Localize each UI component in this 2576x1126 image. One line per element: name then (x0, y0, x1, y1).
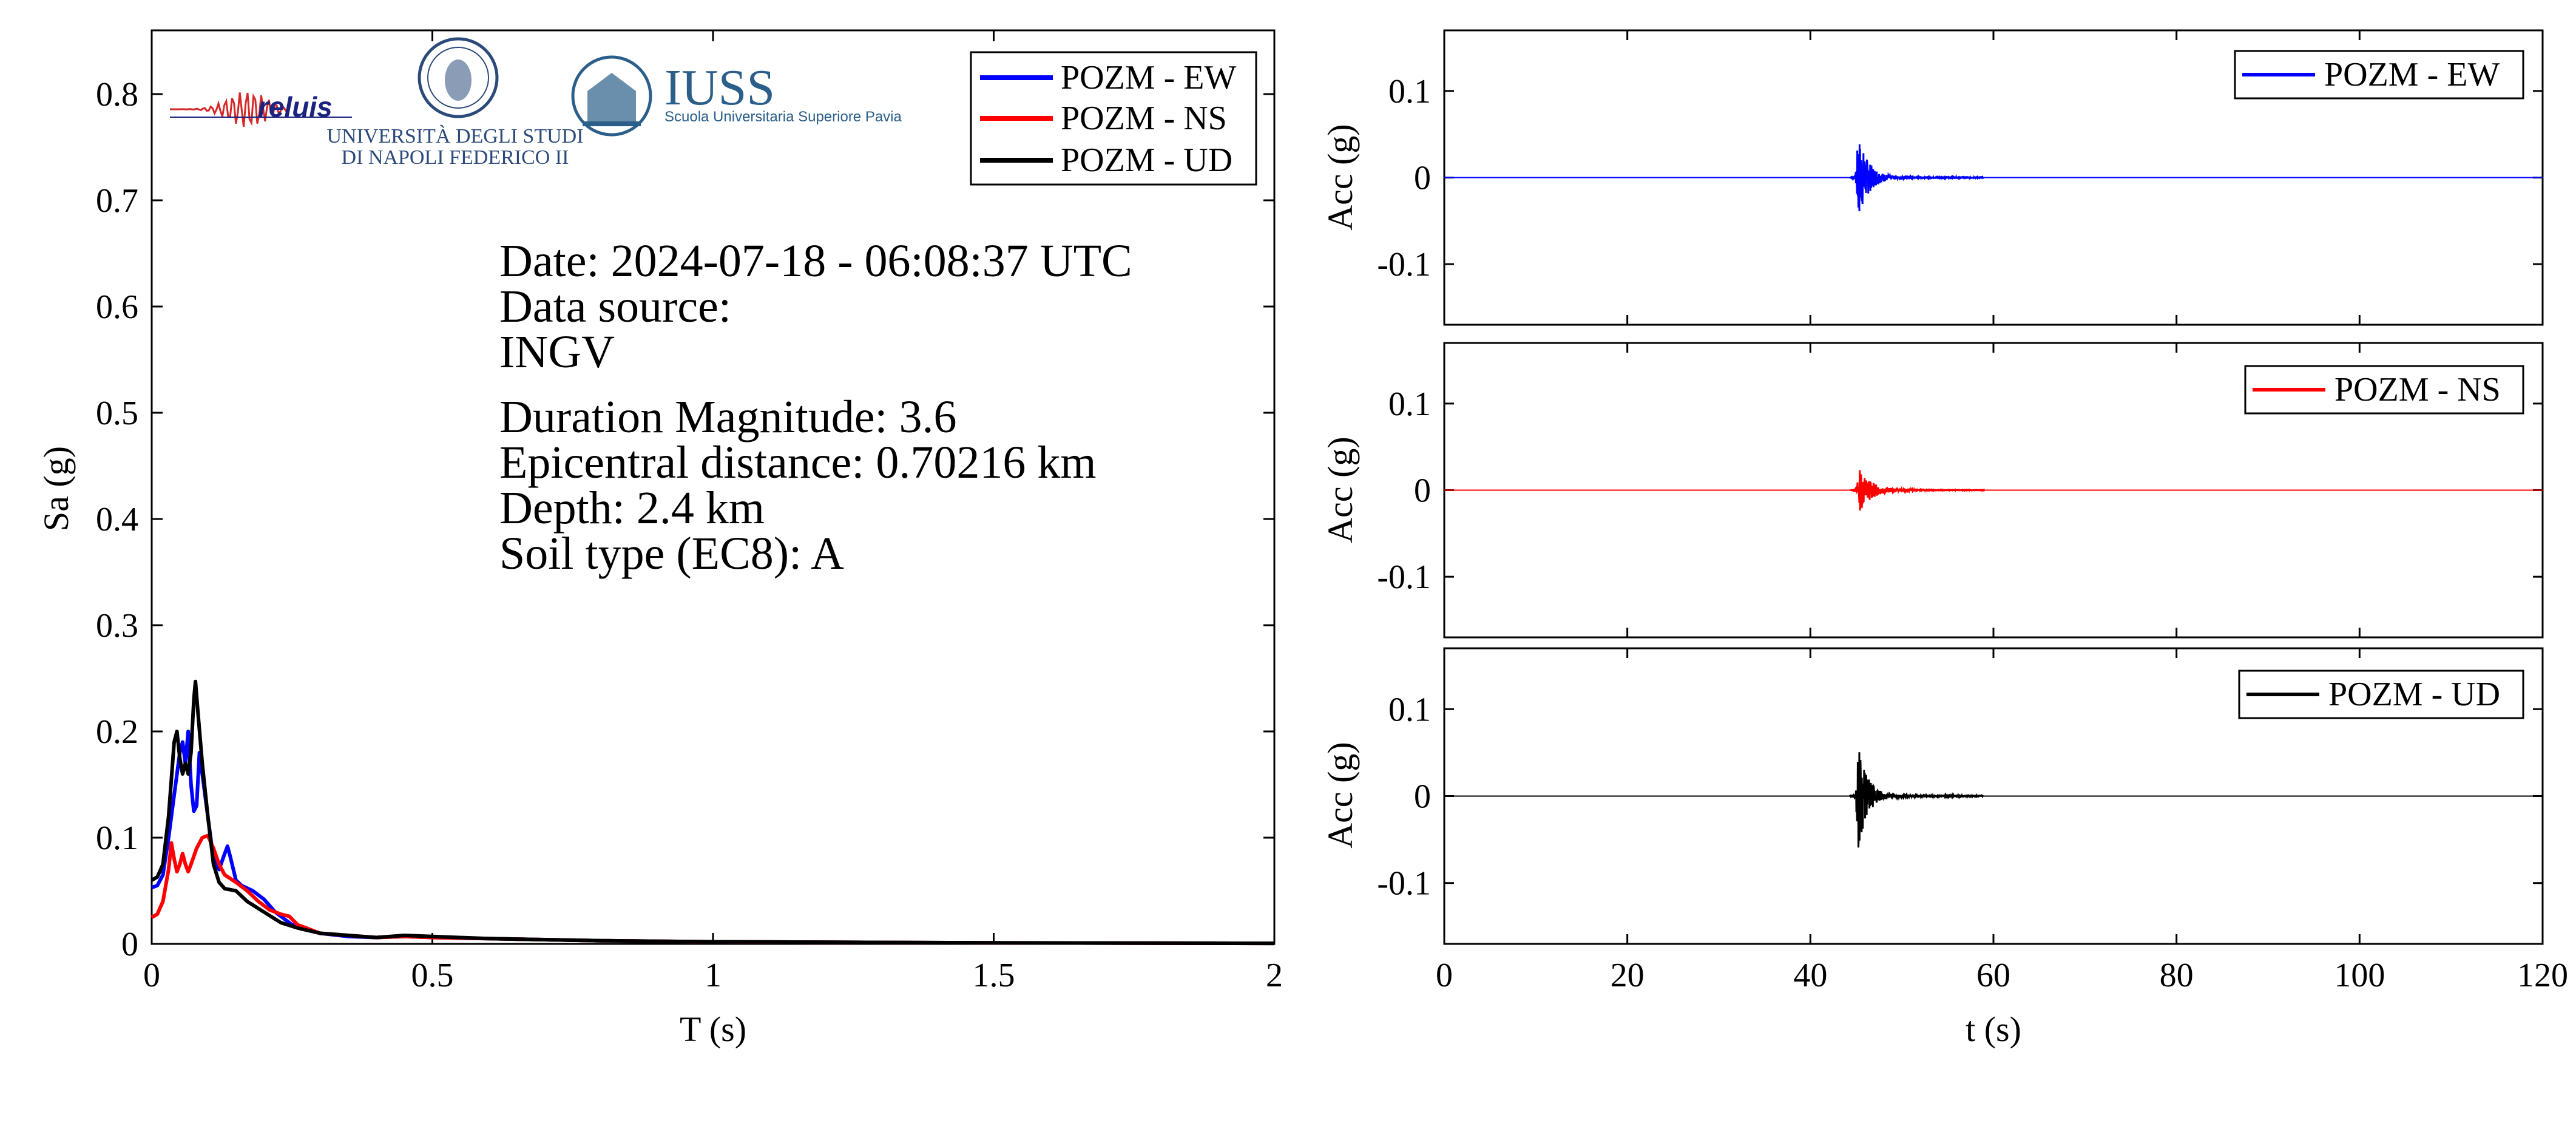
acc-ud-xtick-label: 0 (1436, 957, 1453, 994)
spectrum-y-label: Sa (g) (36, 446, 76, 531)
acc-ew-legend: POZM - EW (2234, 50, 2524, 100)
acc-ew-ytick-label: 0 (1414, 160, 1431, 197)
acc-ns-ytick-label: -0.1 (1377, 558, 1431, 596)
acc-ns-ytick-label: 0 (1414, 472, 1431, 510)
acc-ew-legend-label: POZM - EW (2324, 56, 2500, 93)
acc-ns-ytick-label: 0.1 (1388, 385, 1431, 423)
spectrum-xtick-label: 1 (705, 957, 722, 994)
acc-ud-y-label: Acc (g) (1320, 742, 1360, 849)
event-date: Date: 2024-07-18 - 06:08:37 UTC (499, 236, 1132, 287)
acc-panel-ns: -0.1 0 0.1 Acc (g) POZM - NS (1320, 342, 2544, 639)
iuss-logo: IUSS Scuola Universitaria Superiore Pavi… (571, 55, 902, 137)
unina-seal-inner (427, 47, 489, 109)
acc-ud-xtick-label: 60 (1976, 957, 2010, 994)
spectrum-line-ns (150, 833, 1275, 946)
spectrum-ytick-label: 0.7 (96, 182, 138, 220)
acc-ns-trace (1850, 470, 1986, 511)
event-source: INGV (499, 327, 615, 378)
acc-ud-xtick-label: 40 (1793, 957, 1827, 994)
reluis-logo-text: reluis (258, 91, 333, 123)
event-soil: Soil type (EC8): A (499, 528, 844, 579)
legend-label-ew: POZM - EW (1061, 59, 1236, 97)
spectrum-xtick-label: 0.5 (411, 957, 454, 994)
acc-ew-ytick-label: -0.1 (1377, 246, 1431, 283)
acc-ud-ytick-label: -0.1 (1377, 865, 1431, 903)
acc-ew-y-label: Acc (g) (1320, 124, 1360, 231)
spectrum-legend: POZM - EW POZM - NS POZM - UD (970, 51, 1257, 186)
legend-label-ud: POZM - UD (1061, 141, 1232, 179)
spectrum-lines (150, 679, 1275, 946)
acc-ud-ytick-label: 0.1 (1388, 691, 1431, 728)
acc-panel-ud: -0.1 0 0.1 0 20 40 60 80 100 120 Acc (g) t (s) PO… (1320, 647, 2568, 1049)
iuss-emblem-building (587, 73, 636, 121)
acc-ud-trace (1849, 752, 1984, 848)
spectrum-ytick-label: 0.3 (96, 607, 138, 645)
unina-seal-icon (418, 37, 499, 118)
spectrum-xtick-label: 2 (1266, 957, 1283, 994)
acc-ud-xtick-label: 100 (2334, 957, 2385, 994)
spectrum-panel: 0 0.5 1 1.5 2 0 0.1 0.2 0.3 0.4 0.5 0.6 0.7 0.8 T (s)… (36, 29, 1283, 1049)
acc-ew-ytick-label: 0.1 (1388, 73, 1431, 110)
acc-ud-xtick-label: 80 (2160, 957, 2194, 994)
event-distance: Epicentral distance: 0.70216 km (499, 437, 1097, 488)
iuss-emblem-base (583, 121, 641, 126)
spectrum-ytick-label: 0.8 (96, 76, 138, 114)
acc-ns-ticks: -0.1 0 0.1 (1377, 343, 2544, 637)
acc-ud-xtick-label: 120 (2517, 957, 2568, 994)
unina-seal-figure (445, 59, 472, 101)
unina-logo: UNIVERSITÀ DEGLI STUDI DI NAPOLI FEDERIC… (326, 37, 584, 169)
acc-ud-ytick-label: 0 (1414, 778, 1431, 816)
acc-ew-trace (1849, 144, 1984, 211)
acc-ud-xtick-label: 20 (1611, 957, 1645, 994)
spectrum-line-ud (150, 679, 1275, 946)
legend-label-ns: POZM - NS (1061, 100, 1227, 137)
acc-panel-ew: -0.1 0 0.1 Acc (g) POZM - EW (1320, 29, 2544, 326)
acc-ns-legend: POZM - NS (2244, 365, 2524, 415)
spectrum-ticks: 0 0.5 1 1.5 2 0 0.1 0.2 0.3 0.4 0.5 0.6 0.7 0.8 (96, 30, 1283, 994)
spectrum-ytick-label: 0.5 (96, 395, 138, 432)
acc-ns-legend-label: POZM - NS (2334, 371, 2501, 409)
spectrum-ytick-label: 0.2 (96, 713, 138, 751)
event-source-label: Data source: (499, 281, 731, 332)
unina-name-line2: DI NAPOLI FEDERICO II (342, 146, 569, 169)
spectrum-xtick-label: 0 (143, 957, 160, 994)
iuss-subtitle: Scuola Universitaria Superiore Pavia (664, 109, 902, 125)
spectrum-ytick-label: 0.4 (96, 501, 138, 538)
acc-ud-x-label: t (s) (1966, 1009, 2021, 1049)
acc-ud-legend-label: POZM - UD (2328, 676, 2500, 713)
spectrum-ytick-label: 0.6 (96, 288, 138, 326)
acc-ud-ticks: -0.1 0 0.1 0 20 40 60 80 100 120 (1377, 648, 2568, 994)
iuss-title: IUSS (664, 59, 775, 116)
unina-name-line1: UNIVERSITÀ DEGLI STUDI (326, 125, 583, 148)
spectrum-ytick-label: 0.1 (96, 819, 138, 857)
reluis-logo: reluis (170, 91, 352, 127)
event-depth: Depth: 2.4 km (499, 483, 765, 534)
acc-ew-legend-box (2234, 50, 2524, 100)
acc-ns-y-label: Acc (g) (1320, 436, 1360, 543)
acc-ew-ticks: -0.1 0 0.1 (1377, 30, 2544, 325)
spectrum-x-label: T (s) (680, 1009, 746, 1049)
spectrum-line-ew (150, 730, 1275, 946)
event-magnitude: Duration Magnitude: 3.6 (499, 392, 957, 443)
spectrum-ytick-label: 0 (121, 926, 138, 963)
iuss-emblem-icon (571, 55, 652, 137)
event-info: Date: 2024-07-18 - 06:08:37 UTC Data sou… (499, 236, 1132, 579)
spectrum-xtick-label: 1.5 (973, 957, 1015, 994)
acc-ud-legend: POZM - UD (2238, 670, 2524, 719)
